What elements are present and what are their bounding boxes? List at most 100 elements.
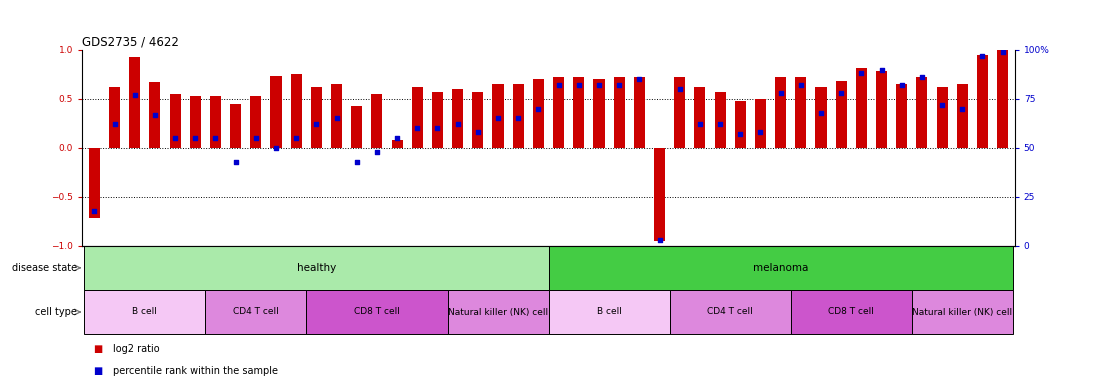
Bar bbox=[634, 77, 645, 148]
Point bbox=[429, 125, 446, 131]
Point bbox=[751, 129, 769, 135]
Bar bbox=[548, 246, 1013, 290]
Point bbox=[792, 82, 810, 88]
Point bbox=[307, 121, 325, 127]
Bar bbox=[512, 84, 523, 148]
Text: CD4 T cell: CD4 T cell bbox=[233, 308, 279, 316]
Point bbox=[913, 74, 930, 80]
Bar bbox=[669, 290, 791, 334]
Point bbox=[530, 106, 547, 112]
Point bbox=[489, 116, 507, 122]
Point bbox=[105, 121, 123, 127]
Point bbox=[590, 82, 608, 88]
Bar bbox=[432, 92, 443, 148]
Bar bbox=[109, 87, 120, 148]
Bar bbox=[448, 290, 548, 334]
Text: percentile rank within the sample: percentile rank within the sample bbox=[113, 366, 278, 376]
Point bbox=[570, 82, 588, 88]
Point bbox=[994, 49, 1011, 55]
Point bbox=[287, 135, 305, 141]
Bar bbox=[533, 79, 544, 148]
Bar bbox=[84, 246, 548, 290]
Bar bbox=[306, 290, 448, 334]
Bar bbox=[593, 79, 604, 148]
Bar bbox=[89, 148, 100, 218]
Bar bbox=[714, 92, 725, 148]
Bar bbox=[149, 82, 160, 148]
Point bbox=[893, 82, 911, 88]
Bar bbox=[310, 87, 321, 148]
Bar bbox=[937, 87, 948, 148]
Point bbox=[408, 125, 426, 131]
Bar bbox=[912, 290, 1013, 334]
Bar bbox=[271, 76, 282, 148]
Bar bbox=[735, 101, 746, 148]
Text: healthy: healthy bbox=[297, 263, 336, 273]
Point bbox=[369, 149, 386, 155]
Point bbox=[934, 102, 951, 108]
Bar bbox=[654, 148, 665, 241]
Bar bbox=[392, 140, 403, 148]
Text: disease state: disease state bbox=[12, 263, 77, 273]
Bar bbox=[473, 92, 484, 148]
Bar bbox=[129, 57, 140, 148]
Bar bbox=[613, 77, 624, 148]
Point bbox=[711, 121, 728, 127]
Text: Natural killer (NK) cell: Natural killer (NK) cell bbox=[913, 308, 1013, 316]
Bar bbox=[291, 74, 302, 148]
Text: CD4 T cell: CD4 T cell bbox=[708, 308, 753, 316]
Point bbox=[833, 90, 850, 96]
Point bbox=[953, 106, 971, 112]
Bar bbox=[877, 71, 887, 148]
Point bbox=[550, 82, 567, 88]
Point bbox=[509, 116, 527, 122]
Text: cell type: cell type bbox=[35, 307, 77, 317]
Bar bbox=[411, 87, 422, 148]
Point bbox=[388, 135, 406, 141]
Point bbox=[812, 109, 829, 116]
Bar bbox=[997, 48, 1008, 148]
Bar bbox=[896, 84, 907, 148]
Bar bbox=[916, 77, 927, 148]
Bar bbox=[84, 290, 205, 334]
Text: melanoma: melanoma bbox=[753, 263, 808, 273]
Bar bbox=[210, 96, 220, 148]
Bar bbox=[548, 290, 669, 334]
Bar bbox=[815, 87, 826, 148]
Point bbox=[449, 121, 466, 127]
Point bbox=[126, 92, 144, 98]
Text: Natural killer (NK) cell: Natural killer (NK) cell bbox=[448, 308, 548, 316]
Bar bbox=[553, 77, 564, 148]
Point bbox=[167, 135, 184, 141]
Bar bbox=[351, 106, 362, 148]
Bar bbox=[372, 94, 383, 148]
Point bbox=[852, 70, 870, 76]
Point bbox=[348, 159, 365, 165]
Point bbox=[146, 111, 163, 118]
Point bbox=[732, 131, 749, 137]
Bar bbox=[205, 290, 306, 334]
Bar bbox=[856, 68, 867, 148]
Bar bbox=[795, 77, 806, 148]
Bar bbox=[755, 99, 766, 148]
Point bbox=[186, 135, 204, 141]
Text: ■: ■ bbox=[93, 344, 102, 354]
Point bbox=[328, 116, 346, 122]
Bar bbox=[250, 96, 261, 148]
Point bbox=[651, 237, 668, 243]
Point bbox=[206, 135, 224, 141]
Bar bbox=[836, 81, 847, 148]
Bar bbox=[331, 84, 342, 148]
Text: log2 ratio: log2 ratio bbox=[113, 344, 160, 354]
Bar bbox=[675, 77, 686, 148]
Point bbox=[610, 82, 627, 88]
Text: GDS2735 / 4622: GDS2735 / 4622 bbox=[82, 36, 179, 49]
Point bbox=[247, 135, 264, 141]
Point bbox=[86, 207, 103, 214]
Bar bbox=[170, 94, 181, 148]
Text: B cell: B cell bbox=[597, 308, 622, 316]
Point bbox=[691, 121, 709, 127]
Bar bbox=[493, 84, 504, 148]
Point bbox=[470, 129, 487, 135]
Text: CD8 T cell: CD8 T cell bbox=[828, 308, 874, 316]
